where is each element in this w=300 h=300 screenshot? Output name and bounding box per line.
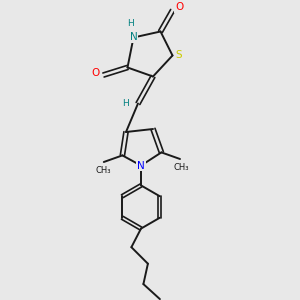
Text: H: H [123, 99, 129, 108]
Text: CH₃: CH₃ [173, 163, 189, 172]
Text: N: N [137, 160, 145, 171]
Text: O: O [92, 68, 100, 79]
Text: H: H [127, 20, 134, 28]
Text: O: O [175, 2, 183, 13]
Text: S: S [176, 50, 182, 61]
Text: CH₃: CH₃ [95, 166, 111, 175]
Text: N: N [130, 32, 137, 43]
